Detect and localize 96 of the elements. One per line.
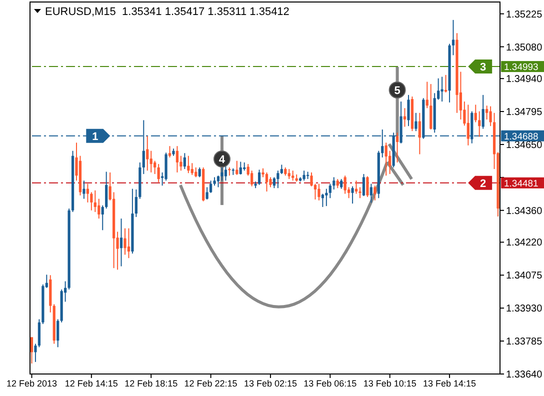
y-tick-label: 1.34650	[506, 140, 543, 152]
candlestick	[325, 188, 328, 207]
candlestick	[318, 183, 320, 201]
candlestick	[328, 183, 332, 199]
candlestick	[150, 150, 152, 173]
candlestick	[302, 170, 306, 182]
x-tick-label: 13 Feb 02:15	[244, 378, 297, 388]
candlestick	[98, 198, 100, 220]
x-tick-label: 12 Feb 2013	[6, 378, 58, 388]
candlestick	[269, 176, 272, 188]
y-tick-label: 1.33640	[506, 370, 543, 381]
candlestick	[209, 180, 212, 194]
candlestick	[336, 178, 339, 189]
candlestick	[190, 162, 194, 176]
x-tick-label: 13 Feb 06:15	[304, 378, 357, 388]
candlestick	[146, 136, 149, 172]
y-tick-label: 1.35225	[506, 9, 543, 20]
ref-line-label: 1.34481	[504, 178, 538, 190]
annotation: 5	[394, 84, 400, 97]
candlestick	[366, 176, 369, 198]
candlestick	[292, 170, 294, 182]
y-tick-label: 1.34220	[506, 238, 543, 249]
candlestick	[403, 108, 406, 128]
chart-title: EURUSD,M15 1.35341 1.35417 1.35311 1.35412	[45, 6, 290, 18]
annotation: 1	[92, 130, 98, 143]
candlestick	[127, 228, 130, 259]
candlestick	[430, 84, 432, 130]
candlestick	[351, 186, 354, 204]
annotation: 3	[480, 62, 486, 74]
candlestick	[90, 192, 93, 211]
candlestick	[340, 178, 343, 190]
candlestick	[86, 183, 89, 203]
x-tick-label: 13 Feb 14:15	[422, 378, 476, 388]
x-tick-label: 12 Feb 22:15	[184, 378, 238, 388]
y-tick-label: 1.34795	[506, 107, 543, 118]
y-tick-label: 1.35080	[506, 42, 543, 54]
ref-line-label: 1.34688	[504, 131, 538, 142]
candlestick	[250, 170, 254, 187]
candlestick	[276, 170, 280, 189]
y-tick-label: 1.33785	[506, 336, 543, 348]
candlestick	[466, 104, 470, 146]
candlestick	[474, 104, 477, 123]
candlestick	[194, 166, 198, 178]
candlestick	[180, 155, 182, 172]
ref-line-label: 1.34993	[504, 62, 538, 74]
candlestick	[239, 161, 242, 175]
candlestick	[384, 142, 388, 176]
candlestick	[332, 176, 336, 190]
candlestick	[56, 318, 60, 348]
y-tick-label: 1.34940	[506, 74, 543, 86]
candlestick	[478, 110, 481, 138]
candlestick	[38, 318, 41, 348]
candlestick	[30, 336, 34, 364]
candlestick	[220, 165, 224, 182]
candlestick	[407, 94, 410, 127]
candlestick	[489, 106, 492, 127]
candlestick	[321, 193, 324, 208]
y-tick-label: 1.34360	[506, 206, 543, 217]
y-tick-label: 1.34075	[506, 270, 543, 282]
candlestick	[288, 168, 290, 180]
candlestick	[224, 165, 228, 182]
candlestick	[426, 81, 428, 109]
candlestick	[94, 190, 96, 212]
candlestick	[154, 160, 156, 175]
candlestick	[216, 175, 220, 188]
candlestick	[176, 146, 179, 173]
candlestick	[414, 112, 418, 132]
candlestick	[82, 180, 86, 200]
candlestick	[105, 171, 108, 210]
candlestick	[187, 155, 190, 174]
candlestick	[101, 204, 104, 231]
annotation: 2	[480, 178, 486, 190]
candlestick	[370, 183, 372, 204]
x-tick-label: 12 Feb 14:15	[64, 378, 118, 388]
x-tick-label: 13 Feb 10:15	[363, 378, 416, 388]
candlestick	[362, 174, 366, 197]
candlestick	[280, 164, 283, 175]
y-tick-label: 1.33930	[506, 304, 543, 315]
candlestick	[374, 185, 376, 201]
candlestick	[157, 164, 160, 183]
candlestick	[183, 152, 186, 170]
candlestick	[258, 169, 261, 186]
candlestick	[482, 94, 484, 130]
candlestick	[206, 186, 208, 200]
candlestick	[486, 105, 488, 120]
candlestick	[272, 176, 276, 189]
x-tick-label: 12 Feb 18:15	[124, 378, 178, 388]
candlestick	[198, 166, 201, 178]
candlestick	[168, 146, 172, 158]
candlestick	[344, 175, 346, 194]
candlestick	[418, 112, 421, 155]
candlestick	[120, 218, 123, 267]
candlestick	[124, 228, 126, 256]
annotation: 4	[218, 154, 226, 166]
candlestick	[236, 160, 238, 176]
candlestick	[265, 172, 268, 192]
